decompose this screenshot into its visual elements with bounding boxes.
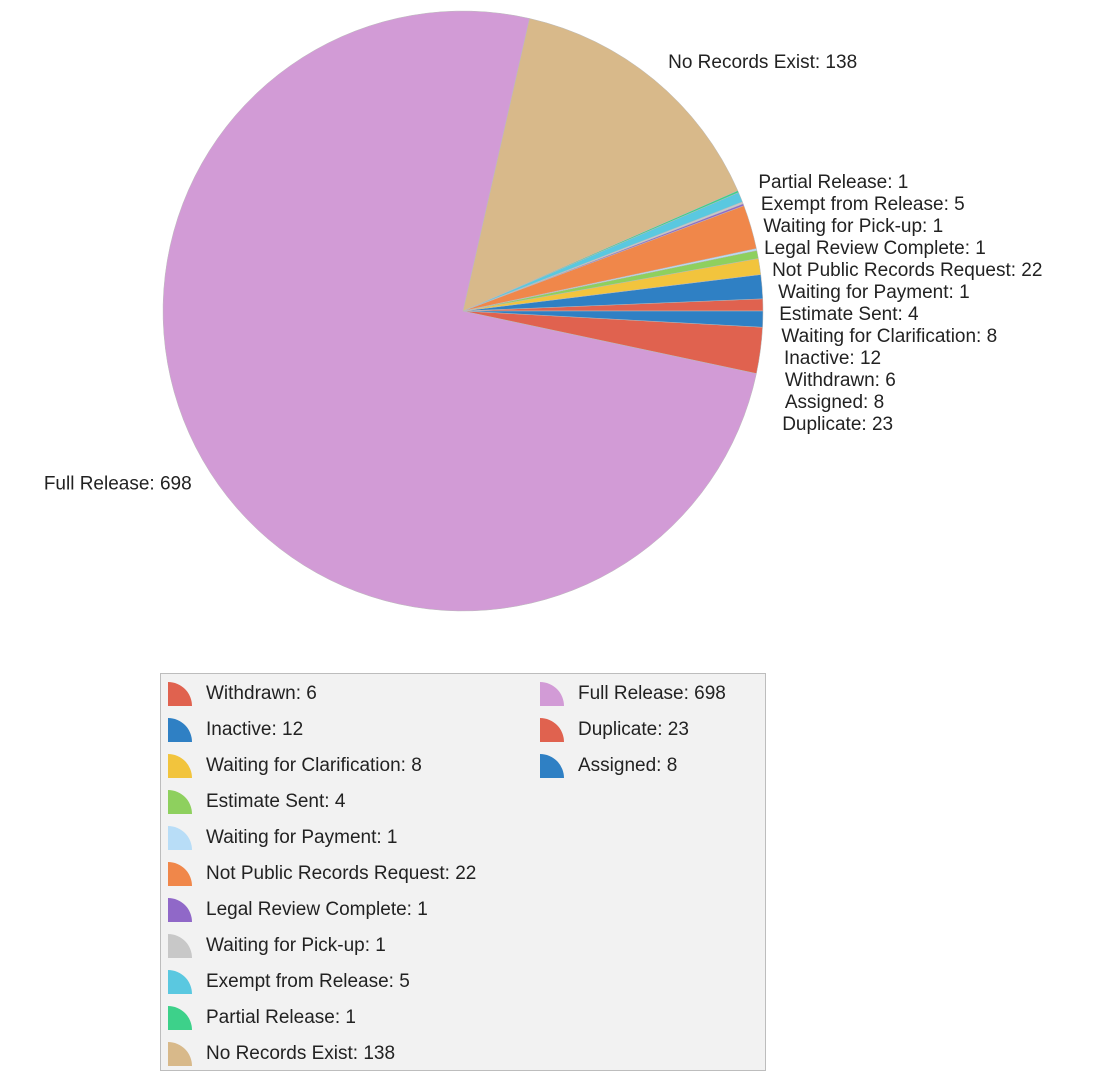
slice-label: Exempt from Release: 5 <box>761 194 965 215</box>
legend-swatch <box>540 754 564 778</box>
slice-label: No Records Exist: 138 <box>668 52 857 73</box>
legend-swatch <box>168 790 192 814</box>
slice-label: Duplicate: 23 <box>782 414 893 435</box>
legend-label: Withdrawn: 6 <box>206 683 317 704</box>
legend-box <box>160 673 766 1071</box>
legend-swatch <box>168 1042 192 1066</box>
legend-swatch <box>168 862 192 886</box>
slice-label: Estimate Sent: 4 <box>779 304 919 325</box>
legend-label: Legal Review Complete: 1 <box>206 899 428 920</box>
slice-label: Waiting for Payment: 1 <box>778 282 969 303</box>
slice-label: Waiting for Pick-up: 1 <box>763 216 943 237</box>
pie-slice <box>462 18 739 312</box>
legend-label: Not Public Records Request: 22 <box>206 863 476 884</box>
legend-label: Duplicate: 23 <box>578 719 689 740</box>
legend-label: Estimate Sent: 4 <box>206 791 346 812</box>
slice-label: Inactive: 12 <box>784 348 881 369</box>
legend-label: Assigned: 8 <box>578 755 677 776</box>
legend-swatch <box>168 1006 192 1030</box>
legend-swatch <box>168 898 192 922</box>
legend-swatch <box>540 718 564 742</box>
legend-swatch <box>168 970 192 994</box>
slice-label: Legal Review Complete: 1 <box>764 238 986 259</box>
legend-swatch <box>168 826 192 850</box>
legend-label: Full Release: 698 <box>578 683 726 704</box>
legend-label: No Records Exist: 138 <box>206 1043 395 1064</box>
legend-swatch <box>540 682 564 706</box>
slice-label: Withdrawn: 6 <box>785 370 896 391</box>
slice-label: Not Public Records Request: 22 <box>772 260 1042 281</box>
slice-label: Partial Release: 1 <box>758 172 908 193</box>
legend-label: Partial Release: 1 <box>206 1007 356 1028</box>
legend-label: Waiting for Clarification: 8 <box>206 755 422 776</box>
legend-label: Waiting for Pick-up: 1 <box>206 935 386 956</box>
pie-slice <box>162 10 757 612</box>
legend-label: Exempt from Release: 5 <box>206 971 410 992</box>
slice-label: Full Release: 698 <box>44 473 192 494</box>
legend-swatch <box>168 754 192 778</box>
pie-slice <box>462 310 764 328</box>
legend-swatch <box>168 682 192 706</box>
legend-label: Waiting for Payment: 1 <box>206 827 397 848</box>
slice-label: Assigned: 8 <box>785 392 884 413</box>
slice-label: Waiting for Clarification: 8 <box>781 326 997 347</box>
legend-label: Inactive: 12 <box>206 719 303 740</box>
legend-swatch <box>168 934 192 958</box>
legend-swatch <box>168 718 192 742</box>
